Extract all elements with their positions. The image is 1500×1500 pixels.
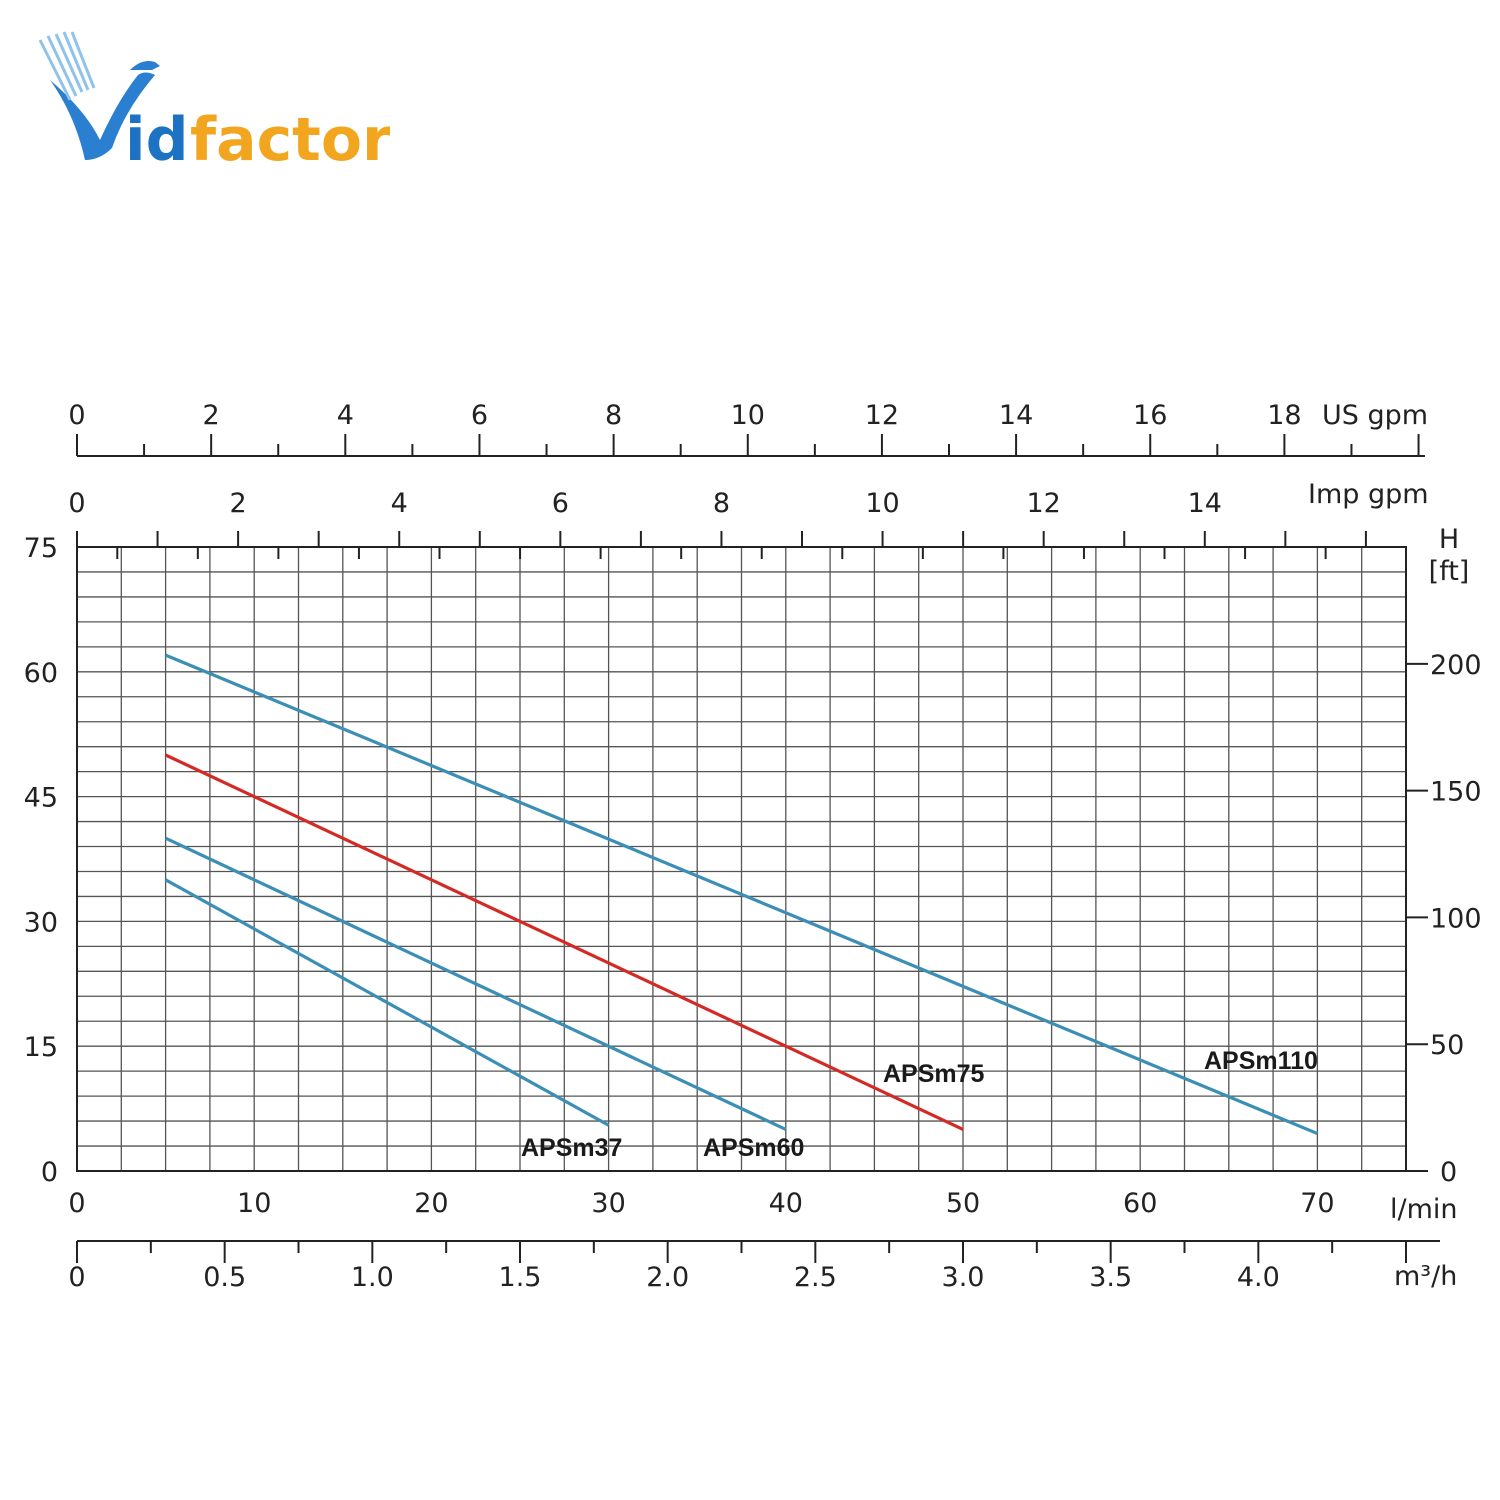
- us-gpm-axis-unit: US gpm: [1322, 400, 1428, 431]
- imp-gpm-tick-label: 8: [713, 488, 730, 519]
- us-gpm-tick-label: 0: [68, 400, 85, 431]
- x-axis-unit: l/min: [1390, 1194, 1458, 1225]
- us-gpm-tick-label: 4: [337, 400, 354, 431]
- x-tick-label: 60: [1123, 1188, 1157, 1219]
- x-tick-label: 40: [769, 1188, 803, 1219]
- us-gpm-tick-label: 16: [1133, 400, 1167, 431]
- imp-gpm-tick-label: 12: [1027, 488, 1061, 519]
- series-label-apsm75: APSm75: [883, 1060, 985, 1088]
- imp-gpm-tick-label: 6: [552, 488, 569, 519]
- m3h-tick-label: 2.5: [794, 1262, 837, 1293]
- m3h-tick-label: 1.5: [499, 1262, 542, 1293]
- logo-text-blue: id: [125, 105, 189, 175]
- m3h-tick-label: 0: [68, 1262, 85, 1293]
- y-right-axis-label: H: [1439, 524, 1459, 555]
- imp-gpm-tick-label: 10: [865, 488, 899, 519]
- m3h-tick-label: 4.0: [1237, 1262, 1280, 1293]
- series-label-apsm110: APSm110: [1204, 1047, 1318, 1075]
- series-label-apsm37: APSm37: [521, 1134, 622, 1162]
- x-tick-label: 20: [414, 1188, 448, 1219]
- logo-text-orange: factor: [190, 105, 390, 175]
- imp-gpm-tick-label: 4: [391, 488, 408, 519]
- m3h-tick-label: 3.0: [942, 1262, 985, 1293]
- x-tick-label: 50: [946, 1188, 980, 1219]
- y-left-tick-label: 60: [24, 658, 58, 689]
- y-right-tick-label: 0: [1440, 1157, 1457, 1188]
- us-gpm-tick-label: 12: [865, 400, 899, 431]
- y-right-tick-label: 200: [1430, 650, 1482, 681]
- y-left-tick-label: 75: [24, 533, 58, 564]
- imp-gpm-tick-label: 2: [230, 488, 247, 519]
- imp-gpm-tick-label: 0: [68, 488, 85, 519]
- m3h-axis-unit: m³/h: [1394, 1261, 1457, 1292]
- imp-gpm-tick-label: 14: [1188, 488, 1222, 519]
- m3h-tick-label: 1.0: [351, 1262, 394, 1293]
- series-line-apsm110: [164, 653, 1319, 1136]
- y-left-tick-label: 0: [41, 1157, 58, 1188]
- bird-icon: [38, 31, 160, 160]
- us-gpm-tick-label: 14: [999, 400, 1033, 431]
- y-left-tick-label: 15: [24, 1032, 58, 1063]
- us-gpm-tick-label: 18: [1267, 400, 1301, 431]
- series-labels: APSm37 APSm60 APSm75 APSm110: [521, 1047, 1318, 1162]
- imp-gpm-axis-unit: Imp gpm: [1308, 479, 1429, 510]
- m3h-tick-label: 2.0: [646, 1262, 689, 1293]
- series-line-apsm37: [164, 878, 610, 1127]
- us-gpm-tick-label: 8: [605, 400, 622, 431]
- x-tick-label: 0: [68, 1188, 85, 1219]
- series-line-apsm75: [164, 753, 964, 1131]
- y-left-tick-label: 30: [24, 907, 58, 938]
- x-tick-label: 10: [237, 1188, 271, 1219]
- m3h-tick-label: 0.5: [203, 1262, 246, 1293]
- y-right-tick-label: 150: [1430, 777, 1482, 808]
- series-label-apsm60: APSm60: [703, 1134, 804, 1162]
- series-line-apsm60: [164, 836, 787, 1131]
- y-right-tick-label: 100: [1430, 903, 1482, 934]
- series: [164, 653, 1319, 1136]
- y-left-tick-label: 45: [24, 783, 58, 814]
- vidfactor-logo: id factor: [38, 31, 390, 175]
- us-gpm-tick-label: 6: [471, 400, 488, 431]
- m3h-tick-label: 3.5: [1089, 1262, 1132, 1293]
- us-gpm-tick-label: 10: [731, 400, 765, 431]
- y-right-axis-unit: [ft]: [1429, 556, 1470, 587]
- x-tick-label: 70: [1300, 1188, 1334, 1219]
- us-gpm-tick-label: 2: [203, 400, 220, 431]
- y-right-tick-label: 50: [1430, 1030, 1464, 1061]
- grid: [77, 547, 1406, 1171]
- x-tick-label: 30: [591, 1188, 625, 1219]
